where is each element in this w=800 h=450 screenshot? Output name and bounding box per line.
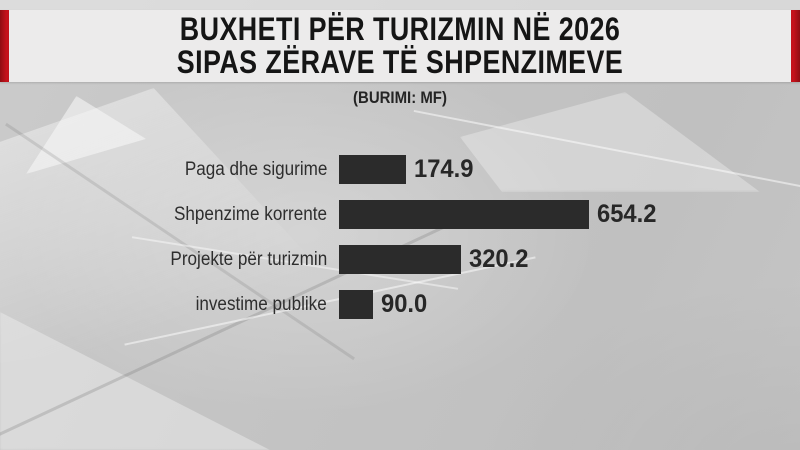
category-label: Paga dhe sigurime — [184, 158, 327, 180]
category-label: Shpenzime korrente — [173, 203, 327, 225]
background-shape — [0, 312, 270, 450]
title-banner: BUXHETI PËR TURIZMIN NË 2026 SIPAS ZËRAV… — [0, 10, 800, 82]
bar — [339, 155, 406, 184]
chart-row: Projekte për turizmin 320.2 — [0, 237, 800, 282]
title-line-2: SIPAS ZËRAVE TË SHPENZIMEVE — [176, 44, 624, 80]
bar — [339, 245, 461, 274]
value-label: 90.0 — [381, 290, 428, 318]
category-label: investime publike — [195, 293, 327, 315]
red-stripe-left — [0, 10, 9, 82]
value-label: 174.9 — [414, 155, 474, 183]
chart-row: Paga dhe sigurime 174.9 — [0, 147, 800, 192]
chart-title: BUXHETI PËR TURIZMIN NË 2026 SIPAS ZËRAV… — [64, 10, 736, 82]
title-line-1: BUXHETI PËR TURIZMIN NË 2026 — [179, 11, 621, 47]
value-label: 654.2 — [597, 200, 657, 228]
chart-row: Shpenzime korrente 654.2 — [0, 192, 800, 237]
value-label: 320.2 — [469, 245, 529, 273]
bar-chart: Paga dhe sigurime 174.9 Shpenzime korrente… — [0, 147, 800, 327]
category-label: Projekte për turizmin — [170, 248, 327, 270]
source-label: (BURIMI: MF) — [353, 88, 447, 107]
chart-row: investime publike 90.0 — [0, 282, 800, 327]
red-stripe-right — [791, 10, 800, 82]
background-shape — [0, 0, 800, 10]
bar — [339, 290, 373, 319]
bar — [339, 200, 589, 229]
